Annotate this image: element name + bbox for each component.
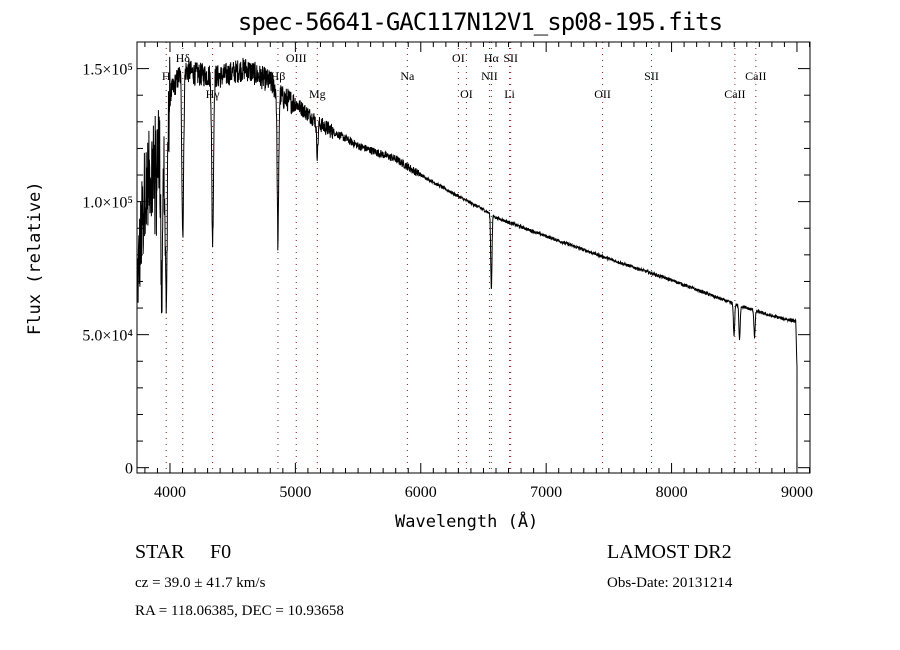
y-tick-label: 1.0×10⁵ xyxy=(82,195,133,212)
x-tick-label: 8000 xyxy=(656,484,688,501)
x-tick-label: 6000 xyxy=(405,484,437,501)
line-marker-label: OI xyxy=(452,51,465,65)
line-marker-label: Mg xyxy=(309,87,326,101)
x-tick-label: 4000 xyxy=(154,484,186,501)
redshift-text: cz = 39.0 ± 41.7 km/s xyxy=(135,575,266,591)
line-marker-label: Li xyxy=(504,87,515,101)
line-marker-label: NII xyxy=(481,69,498,83)
coordinates: RA = 118.06385, DEC = 10.93658 xyxy=(135,603,344,619)
object-class: STAR xyxy=(135,541,185,563)
subclass: F0 xyxy=(210,541,232,563)
line-marker-label: H xyxy=(162,69,171,83)
line-marker-label: SII xyxy=(644,69,659,83)
line-marker-label: Hα xyxy=(484,51,500,65)
chart-title: spec-56641-GAC117N12V1_sp08-195.fits xyxy=(237,8,723,36)
y-tick-label: 1.5×10⁵ xyxy=(82,62,133,79)
x-axis-label: Wavelength (Å) xyxy=(395,512,539,532)
line-marker-label: Hβ xyxy=(271,69,286,83)
line-marker-label: Hδ xyxy=(176,51,191,65)
x-tick-label: 7000 xyxy=(530,484,562,501)
line-marker-label: CaII xyxy=(724,87,745,101)
spectrum-line xyxy=(136,56,798,468)
plot-frame xyxy=(136,41,811,474)
y-tick-label: 0 xyxy=(125,461,133,478)
line-marker-label: OII xyxy=(594,87,611,101)
line-marker-label: Hγ xyxy=(206,87,221,101)
survey-label: LAMOST DR2 xyxy=(607,541,732,563)
obs-date: Obs-Date: 20131214 xyxy=(607,575,733,591)
line-marker-label: Na xyxy=(400,69,415,83)
line-marker-label: OIII xyxy=(286,51,307,65)
x-tick-label: 9000 xyxy=(781,484,813,501)
line-marker-label: SII xyxy=(503,51,518,65)
x-tick-label: 5000 xyxy=(279,484,311,501)
y-axis-label: Flux (relative) xyxy=(25,181,45,335)
line-marker-label: CaII xyxy=(745,69,766,83)
y-tick-label: 5.0×10⁴ xyxy=(82,328,133,345)
line-marker-label: OI xyxy=(460,87,473,101)
